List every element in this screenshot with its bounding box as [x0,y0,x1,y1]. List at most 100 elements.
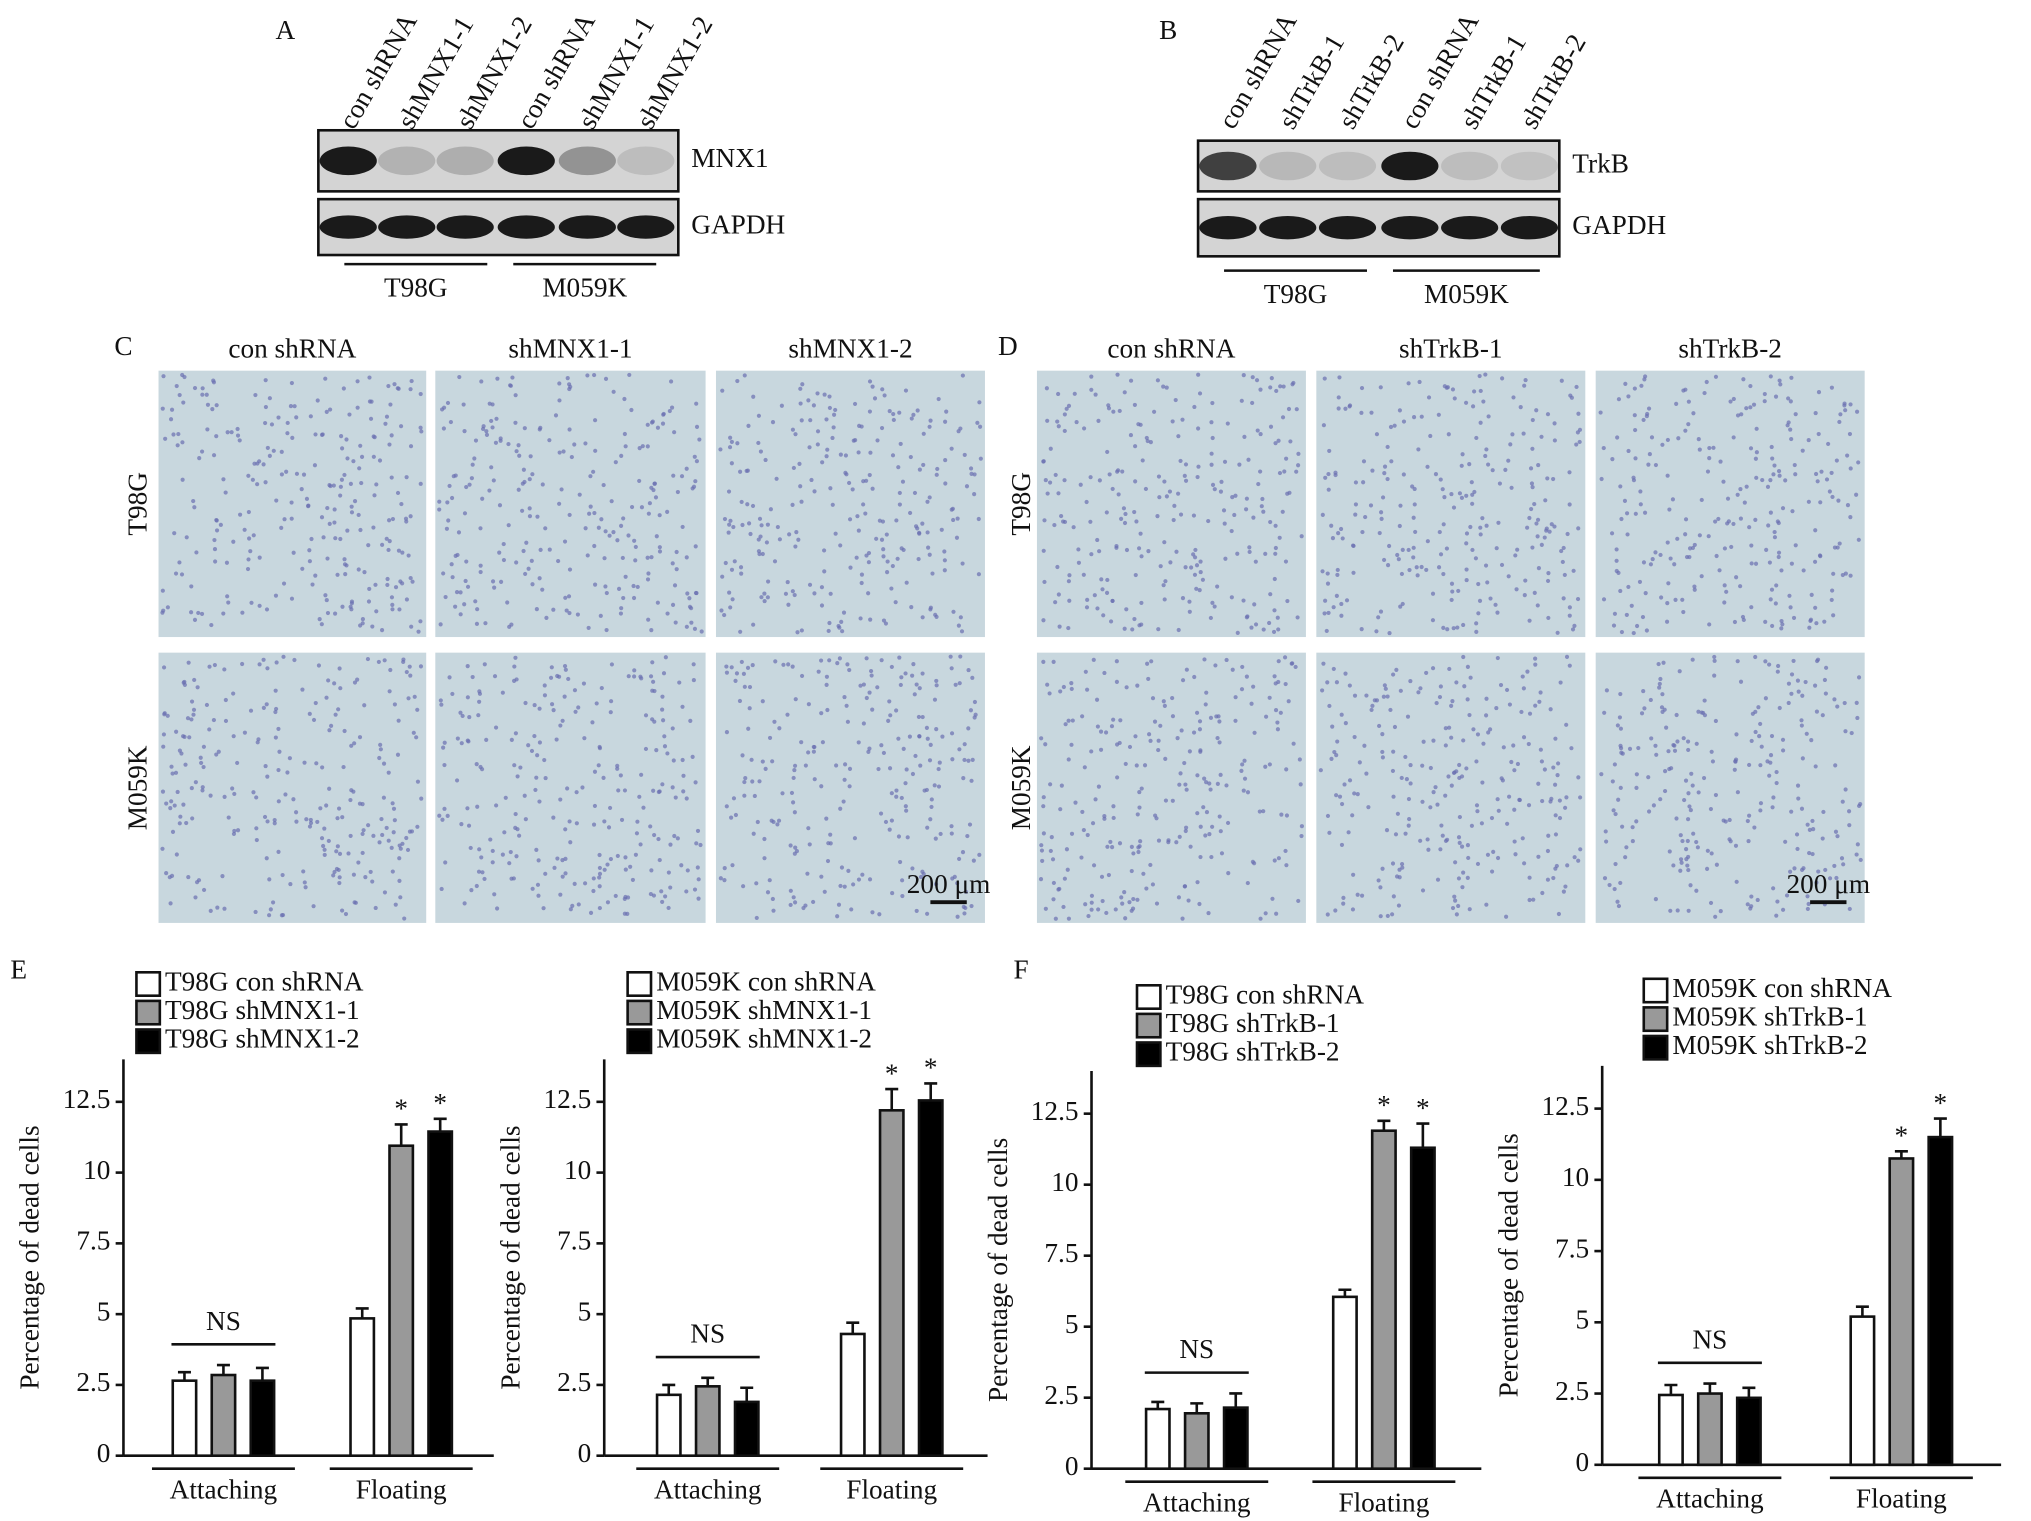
cell-dot [756,537,761,542]
cell-dot [1791,615,1797,620]
cell-dot [951,609,956,614]
cell-dot [441,745,446,750]
cell-dot [367,375,372,380]
cell-dot [969,471,974,476]
cell-dot [1712,654,1717,660]
cell-dot [1170,695,1175,701]
cell-dot [1404,777,1409,782]
cell-dot [819,874,824,879]
cell-dot [450,495,455,501]
cell-dot [811,749,816,754]
cell-dot [1474,435,1479,441]
cell-dot [1668,908,1673,913]
micrograph [435,370,706,638]
cell-dot [1428,765,1433,771]
cell-dot [1119,895,1124,900]
cell-dot [603,529,608,534]
cell-dot [1157,495,1162,500]
cell-dot [609,699,614,704]
cell-dot [1638,489,1643,494]
cell-dot [1645,411,1650,417]
cell-dot [850,487,855,492]
cell-dot [1747,525,1752,530]
cell-dot [1470,492,1475,497]
cell-dot [911,412,916,417]
cell-dot [446,518,451,523]
cell-dot [1277,535,1282,540]
cell-dot [1457,814,1462,820]
cell-dot [574,790,579,795]
cell-dot [1295,615,1300,620]
cell-dot [1081,828,1086,833]
cell-dot [1067,598,1072,603]
cell-dot [1076,547,1081,552]
cell-dot [960,850,966,855]
cell-dot [807,582,813,587]
cell-dot [1406,796,1412,802]
cell-dot [1177,782,1182,787]
cell-dot [1400,601,1405,607]
cell-dot [733,678,738,683]
group-label: M059K [542,272,627,302]
cell-dot [891,411,896,417]
cell-dot [963,889,969,894]
cell-dot [918,763,923,768]
cell-dot [235,426,240,432]
cell-dot [1536,566,1541,571]
cell-dot [1555,630,1560,635]
blot-band [436,146,494,176]
cell-dot [1459,495,1465,500]
cell-dot [1322,611,1327,616]
cell-dot [652,719,657,724]
cell-dot [194,550,199,555]
cell-dot [825,858,831,864]
cell-dot [1777,378,1782,383]
cell-dot [670,602,676,607]
cell-dot [223,490,228,495]
cell-dot [1732,767,1737,772]
cell-dot [661,412,666,417]
cell-dot [1094,697,1100,702]
cell-dot [527,477,532,482]
cell-dot [177,748,182,753]
cell-dot [1696,709,1701,714]
cell-dot [1322,376,1327,381]
cell-dot [629,407,634,413]
cell-dot [1224,783,1229,788]
cell-dot [1469,480,1474,485]
cell-dot [760,551,765,557]
cell-dot [1753,654,1758,660]
cell-dot [1218,772,1223,777]
cell-dot [1789,375,1794,380]
cell-dot [632,538,637,543]
cell-dot [1643,374,1648,379]
cell-dot [1690,545,1696,551]
cell-dot [344,437,349,442]
cell-dot [201,887,207,893]
cell-dot [674,567,679,572]
cell-dot [1113,907,1118,912]
cell-dot [1088,519,1093,524]
cell-dot [358,443,363,448]
cell-dot [757,779,762,784]
panel-letter: A [275,15,295,45]
cell-dot [1666,581,1671,586]
cell-dot [1612,611,1618,616]
cell-dot [1546,615,1551,621]
cell-dot [1464,766,1469,771]
cell-dot [304,817,309,822]
cell-dot [1813,605,1818,610]
cell-dot [279,913,284,918]
cell-dot [405,847,411,852]
cell-dot [1374,432,1380,437]
cell-dot [1278,384,1283,389]
cell-dot [1080,714,1085,719]
error-bar [1190,1402,1204,1414]
cell-dot [745,502,750,507]
cell-dot [1333,908,1338,913]
cell-dot [196,878,202,883]
cell-dot [274,498,279,503]
legend-swatch [135,1028,162,1055]
cell-dot [1814,709,1820,714]
cell-dot [1347,778,1353,783]
